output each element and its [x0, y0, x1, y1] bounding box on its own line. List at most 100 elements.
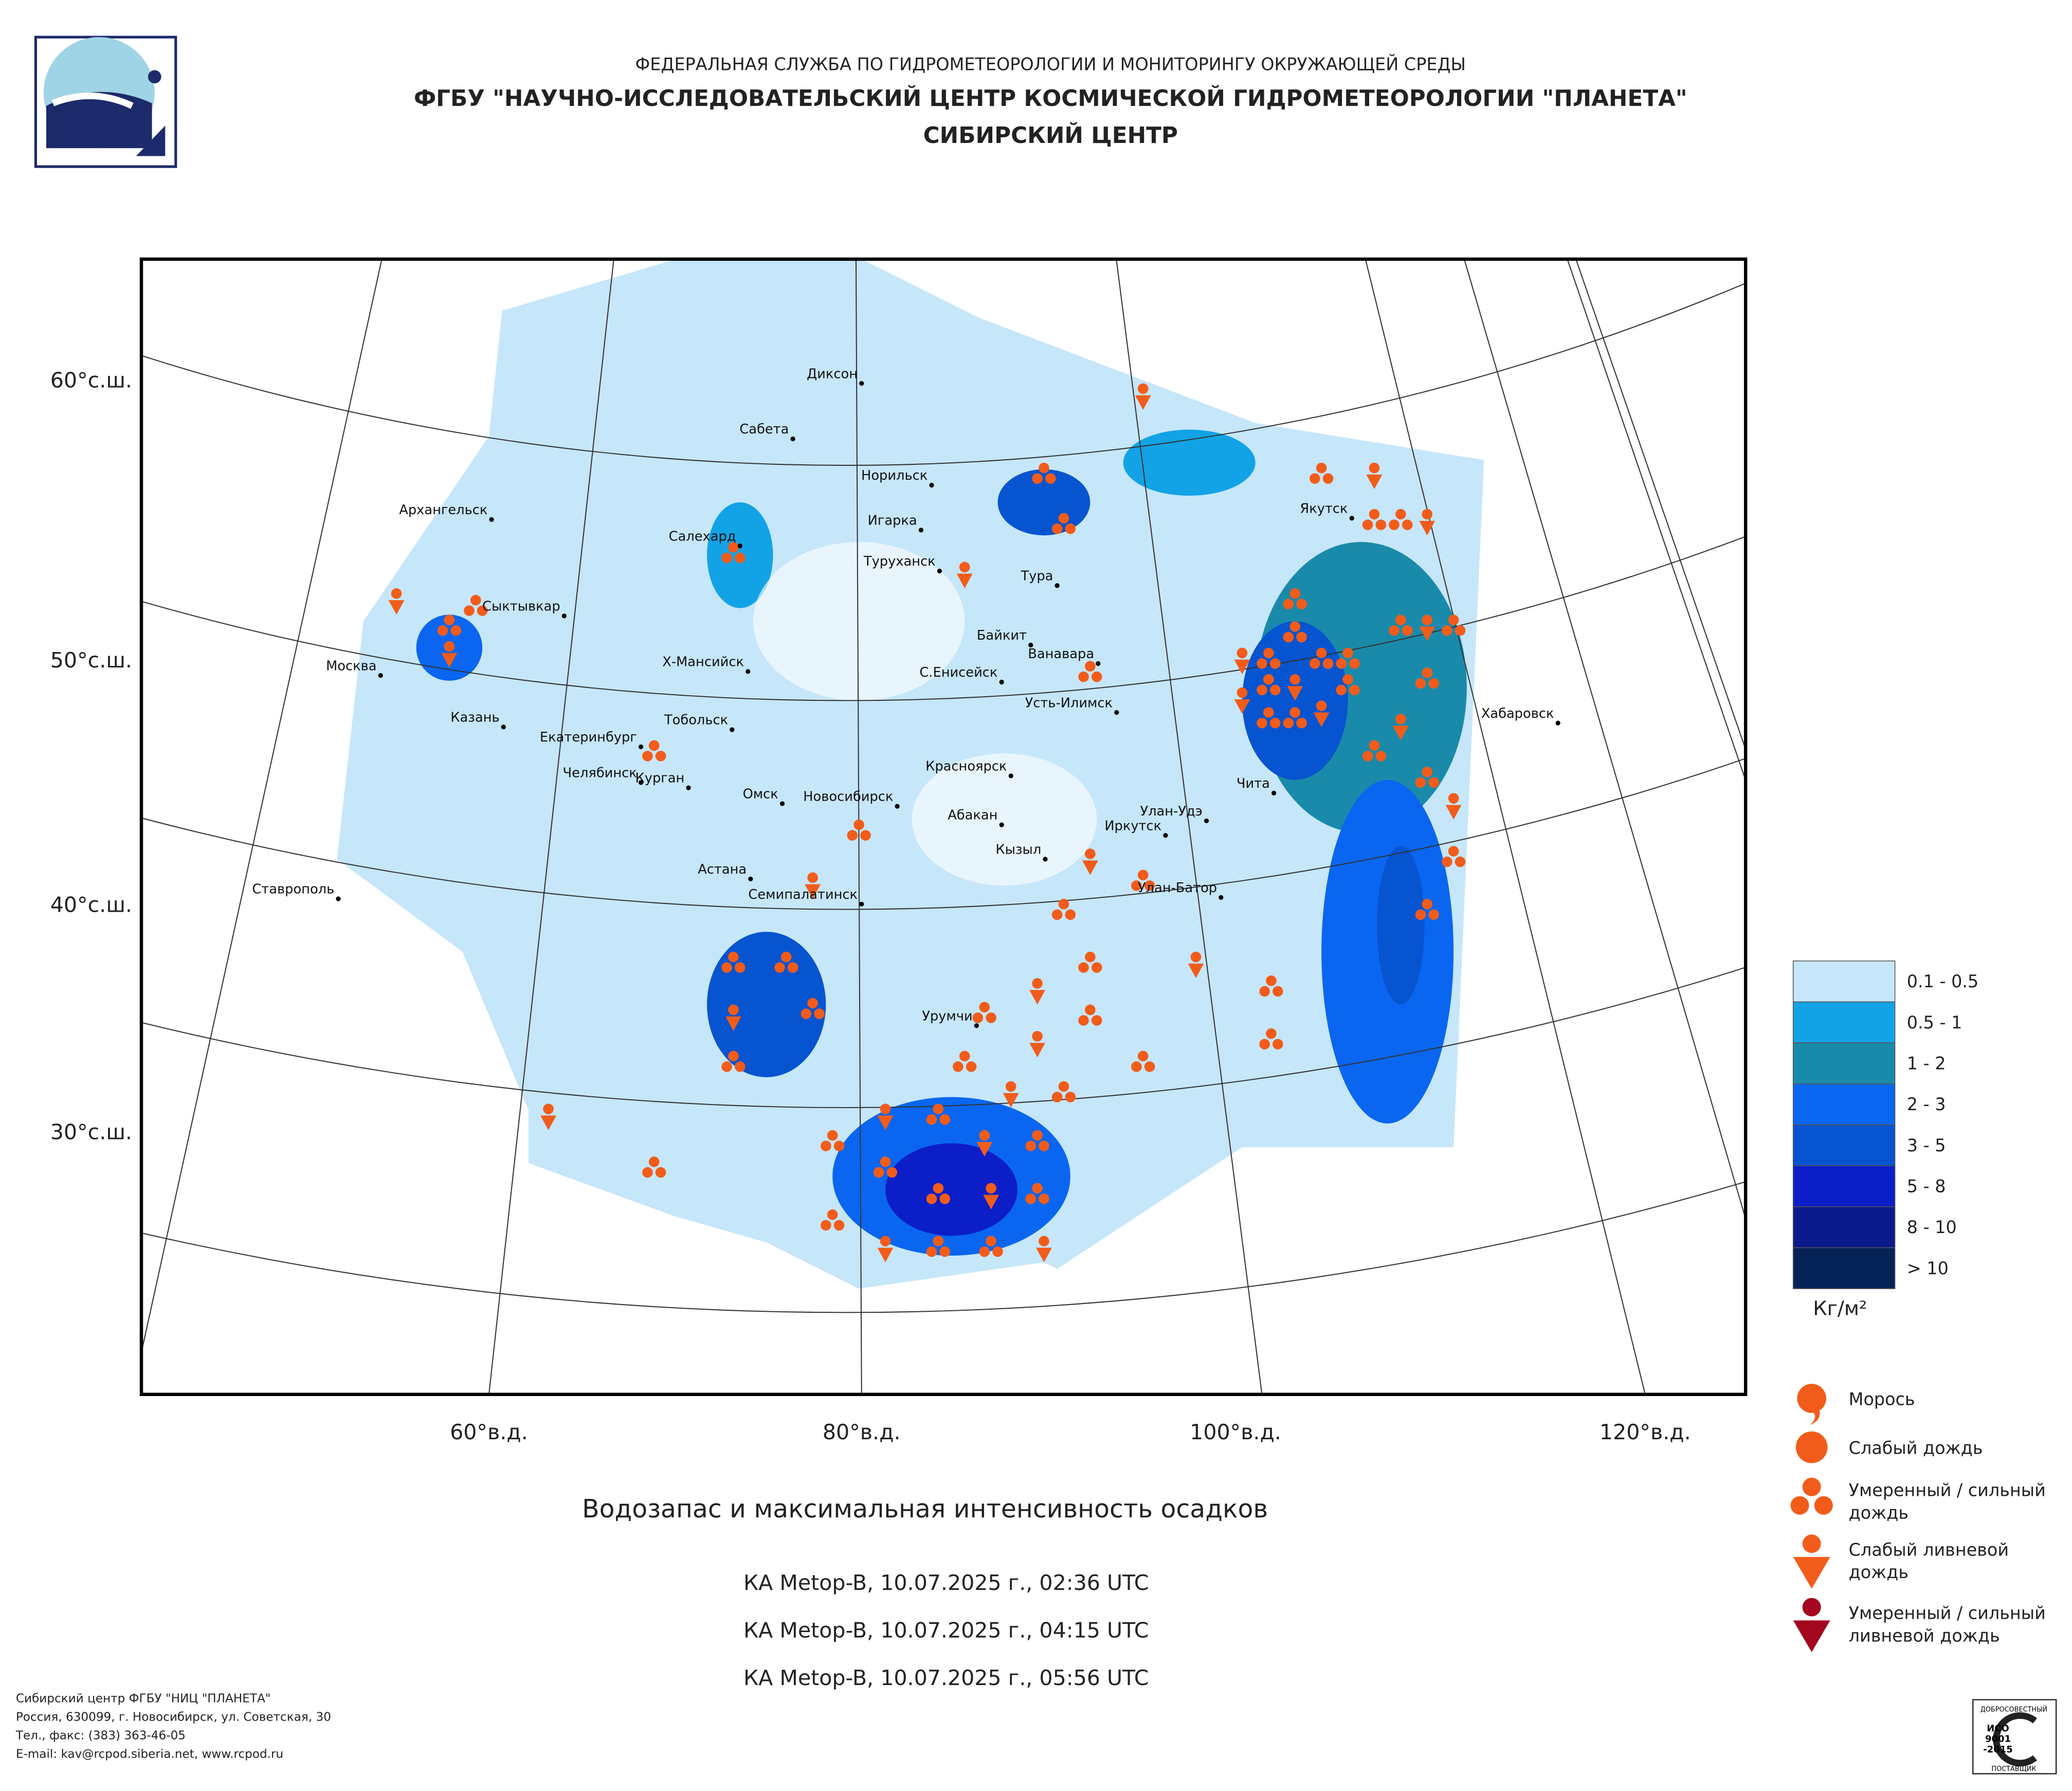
- drop: [1065, 523, 1076, 534]
- drop: [1283, 631, 1294, 643]
- icon: [1802, 1598, 1821, 1617]
- icon: [1795, 1431, 1828, 1463]
- drop: [1137, 383, 1149, 394]
- city-dot: [1555, 720, 1560, 726]
- drop: [1257, 658, 1267, 669]
- drop: [939, 1193, 950, 1204]
- drop: [880, 1103, 891, 1114]
- legend-label: ливневой дождь: [1849, 1625, 2000, 1645]
- drop: [1422, 509, 1433, 520]
- drop: [1266, 1028, 1277, 1039]
- drop: [1422, 898, 1433, 910]
- footer: Сибирский центр ФГБУ "НИЦ "ПЛАНЕТА" Росси…: [15, 1692, 331, 1761]
- drop: [939, 1246, 950, 1257]
- city-dot: [790, 436, 795, 442]
- city-dot: [1204, 818, 1209, 823]
- drop: [1422, 614, 1433, 625]
- drop: [1269, 684, 1281, 696]
- meridian: [488, 259, 614, 1395]
- drop: [1273, 1039, 1283, 1050]
- drop: [728, 1051, 739, 1062]
- drop: [1375, 751, 1387, 762]
- water-legend: 0.1 - 0.5 0.5 - 1 1 - 2 2 - 3 3 - 5 5 - 8 8 - …: [1792, 960, 1979, 1320]
- legend-label: дождь: [1849, 1503, 1909, 1523]
- pass-line: КА Metop-B, 10.07.2025 г., 05:56 UTC: [743, 1666, 1149, 1690]
- city-dot: [1163, 833, 1168, 838]
- lat-label: 50°с.ш.: [50, 648, 132, 673]
- shower: [1082, 860, 1098, 875]
- city-dot: [1271, 790, 1277, 795]
- meridian: [1463, 259, 1746, 1221]
- header-line: ФГБУ "НАУЧНО-ИССЛЕДОВАТЕЛЬСКИЙ ЦЕНТР КОС…: [414, 84, 1687, 112]
- drop: [1415, 777, 1426, 788]
- shower: [1003, 1093, 1019, 1108]
- drop: [655, 751, 666, 762]
- drop: [966, 1061, 977, 1072]
- icon: [1807, 1406, 1820, 1425]
- city-label: Усть-Илимск: [1025, 695, 1113, 711]
- city-label: Новосибирск: [803, 789, 893, 805]
- city-dot: [686, 785, 691, 790]
- city-dot: [937, 568, 942, 574]
- drop: [1395, 714, 1406, 725]
- legend-label: дождь: [1849, 1562, 1909, 1582]
- drop: [933, 1183, 944, 1194]
- drop: [1342, 674, 1353, 685]
- drop: [1058, 513, 1069, 524]
- drop: [543, 1103, 554, 1114]
- drop: [728, 541, 739, 553]
- city-dot: [489, 517, 494, 522]
- shower: [877, 1115, 894, 1130]
- city-dot: [561, 613, 567, 619]
- legend-swatch: [1792, 1001, 1896, 1043]
- shower: [725, 1016, 741, 1031]
- drop: [1045, 473, 1056, 484]
- icon: [1790, 1496, 1809, 1515]
- drop: [986, 1236, 996, 1246]
- city-label: Абакан: [948, 808, 997, 823]
- drop: [655, 1167, 666, 1178]
- drop: [721, 1061, 732, 1072]
- city-label: Екатеринбург: [540, 730, 637, 745]
- drop: [735, 1061, 746, 1072]
- drop: [926, 1193, 937, 1204]
- drop: [821, 1141, 831, 1151]
- legend-swatch: [1792, 1124, 1896, 1166]
- legend-label: Слабый дождь: [1849, 1438, 1983, 1458]
- legend-label: 0.1 - 0.5: [1907, 971, 1979, 991]
- city-label: Норильск: [861, 468, 928, 483]
- logo: [34, 35, 177, 168]
- legend-swatch: [1792, 960, 1896, 1003]
- drop: [933, 1236, 944, 1246]
- drop: [979, 1246, 990, 1257]
- legend-label: 1 - 2: [1907, 1053, 1946, 1073]
- drop: [735, 962, 746, 973]
- drop: [1448, 614, 1459, 625]
- drop: [1091, 671, 1102, 682]
- drop: [1442, 625, 1452, 636]
- city-label: Сыктывкар: [482, 599, 560, 614]
- legend-swatch: [1792, 1247, 1896, 1289]
- drop: [735, 552, 746, 564]
- drop: [1362, 751, 1373, 762]
- footer-line: Россия, 630099, г. Новосибирск, ул. Сове…: [16, 1711, 331, 1724]
- drop: [933, 1103, 944, 1114]
- icon: [1793, 1557, 1830, 1589]
- drop: [1369, 740, 1380, 751]
- pass-line: КА Metop-B, 10.07.2025 г., 02:36 UTC: [743, 1570, 1149, 1595]
- drop: [1375, 519, 1387, 530]
- drop: [1395, 509, 1406, 520]
- legend-label: Умеренный / сильный: [1849, 1603, 2046, 1623]
- shower: [1135, 395, 1151, 410]
- city-label: Архангельск: [399, 502, 487, 518]
- drop: [1025, 1193, 1036, 1204]
- passes: КА Metop-B, 10.07.2025 г., 02:36 UTC КА M…: [743, 1570, 1149, 1690]
- drop: [1005, 1081, 1016, 1092]
- drop: [1137, 1051, 1149, 1062]
- drop: [1415, 909, 1426, 920]
- header-line: СИБИРСКИЙ ЦЕНТР: [923, 121, 1178, 149]
- drop: [833, 1141, 845, 1151]
- city-dot: [859, 901, 864, 907]
- city-label: Улан-Батор: [1138, 880, 1217, 896]
